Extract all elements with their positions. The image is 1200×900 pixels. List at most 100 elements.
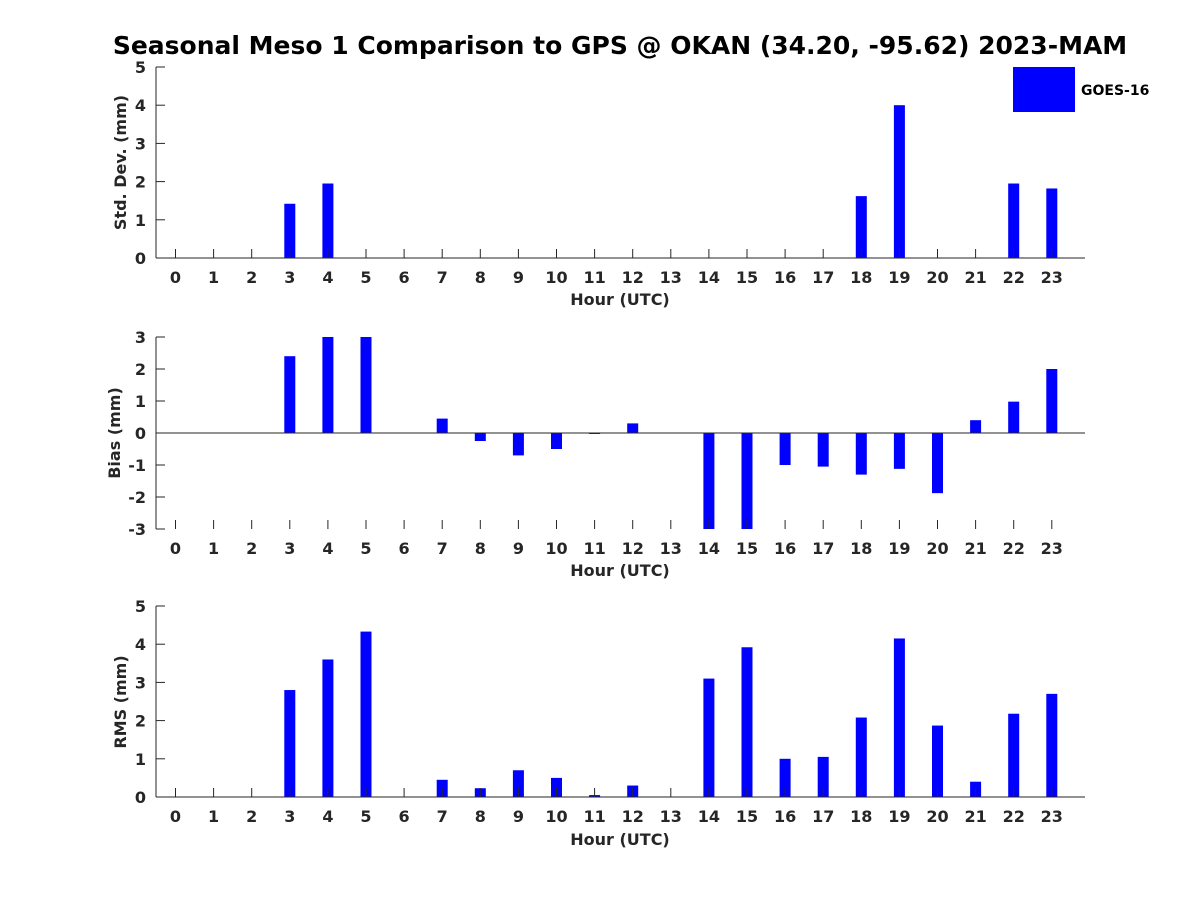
bias-x-ticks: 0 1 2 3 4 5 6 7 8 9 10 11 12 13 14 15 16 17 18 19 20 21 22 23 [170,520,1063,558]
std-dev-x-tick-label: 14 [698,268,720,287]
rms-y-tick-label: 4 [135,635,146,654]
bias-x-tick-label: 15 [736,539,758,558]
std-dev-x-tick-label: 4 [322,268,333,287]
rms-y-tick-label: 3 [135,673,146,692]
bias-bar-12 [627,423,639,433]
bias-bar-20 [932,433,943,494]
std-dev-x-tick-label: 20 [926,268,948,287]
bias-y-label: Bias (mm) [105,387,124,479]
rms-x-tick-label: 17 [812,807,834,826]
rms-bar-5 [360,631,372,797]
rms-x-ticks: 0 1 2 3 4 5 6 7 8 9 10 11 12 13 14 15 16 17 18 19 20 21 22 23 [170,788,1063,826]
rms-bar-17 [817,756,829,797]
bias-bar-9 [512,433,524,456]
bias-bar-22 [1008,401,1020,433]
std-dev-x-tick-label: 19 [888,268,910,287]
rms-x-label: Hour (UTC) [570,830,670,849]
rms-bar-4 [322,659,334,797]
std-dev-y-tick-label: 4 [135,96,146,115]
rms-y-tick-label: 1 [135,750,146,769]
std-dev-x-tick-label: 0 [170,268,181,287]
rms-bar-9 [512,770,524,797]
std-dev-x-label: Hour (UTC) [570,290,670,309]
std-dev-x-tick-label: 5 [360,268,371,287]
std-dev-y-tick-label: 0 [135,249,146,268]
bias-x-tick-label: 21 [964,539,986,558]
legend-swatch-goes-16 [1013,67,1075,112]
std-dev-panel: Std. Dev. (mm) Hour (UTC) 0 1 2 3 4 5 6 7 8 9 10 11… [111,58,1085,309]
std-dev-y-tick-label: 1 [135,211,146,230]
bias-x-label: Hour (UTC) [570,561,670,580]
rms-bar-16 [779,758,791,797]
rms-bar-22 [1008,713,1020,797]
rms-y-tick-label: 2 [135,712,146,731]
bias-y-tick-label: -2 [128,488,146,507]
bias-bar-16 [779,433,791,465]
bias-bar-23 [1046,369,1058,433]
std-dev-x-tick-label: 15 [736,268,758,287]
std-dev-x-tick-label: 22 [1003,268,1025,287]
bias-y-tick-label: 3 [135,328,146,347]
bias-bar-3 [284,356,296,433]
rms-x-tick-label: 4 [322,807,333,826]
bias-y-tick-label: -1 [128,456,146,475]
bias-x-tick-label: 17 [812,539,834,558]
std-dev-x-tick-label: 11 [583,268,605,287]
rms-x-tick-label: 23 [1041,807,1063,826]
legend-label-goes-16: GOES-16 [1081,83,1149,99]
rms-bar-20 [932,725,943,797]
rms-x-tick-label: 18 [850,807,872,826]
rms-x-tick-label: 13 [660,807,682,826]
rms-bar-3 [284,690,296,797]
rms-y-tick-label: 0 [135,788,146,807]
std-dev-bar-4 [322,183,334,258]
bias-bars [284,337,1058,529]
bias-x-tick-label: 18 [850,539,872,558]
rms-y-tick-label: 5 [135,597,146,616]
rms-x-tick-label: 5 [360,807,371,826]
rms-x-tick-label: 7 [437,807,448,826]
rms-x-tick-label: 1 [208,807,219,826]
rms-x-tick-label: 19 [888,807,910,826]
rms-x-tick-label: 6 [399,807,410,826]
rms-x-tick-label: 3 [284,807,295,826]
rms-x-tick-label: 15 [736,807,758,826]
std-dev-y-label: Std. Dev. (mm) [111,95,130,230]
legend: GOES-16 [1013,67,1149,112]
bias-bar-21 [970,420,982,433]
std-dev-bars [284,105,1058,258]
bias-panel: Bias (mm) Hour (UTC) 0 1 2 3 4 5 6 7 8 9 10 11 12 13 1… [105,328,1085,580]
std-dev-bar-3 [284,203,296,258]
rms-x-tick-label: 0 [170,807,181,826]
rms-bar-19 [893,638,905,797]
rms-x-tick-label: 14 [698,807,720,826]
bias-x-tick-label: 19 [888,539,910,558]
rms-y-label: RMS (mm) [111,655,130,748]
bias-x-tick-label: 11 [583,539,605,558]
rms-x-tick-label: 12 [622,807,644,826]
bias-x-tick-label: 20 [926,539,948,558]
std-dev-axes [155,67,1085,259]
bias-bar-19 [893,433,905,469]
rms-x-tick-label: 8 [475,807,486,826]
bias-x-tick-label: 1 [208,539,219,558]
bias-y-tick-label: -3 [128,520,146,539]
rms-x-tick-label: 16 [774,807,796,826]
bias-bar-15 [741,433,753,529]
std-dev-bar-19 [893,105,905,258]
bias-bar-4 [322,337,334,433]
bias-x-tick-label: 13 [660,539,682,558]
std-dev-x-tick-label: 8 [475,268,486,287]
std-dev-x-tick-label: 13 [660,268,682,287]
std-dev-x-tick-label: 2 [246,268,257,287]
std-dev-x-tick-label: 9 [513,268,524,287]
bias-x-tick-label: 16 [774,539,796,558]
std-dev-x-tick-label: 1 [208,268,219,287]
std-dev-bar-23 [1046,188,1058,258]
bias-y-ticks: -3 -2 -1 0 1 2 3 [128,328,165,539]
bias-y-tick-label: 0 [135,424,146,443]
rms-bar-10 [551,777,562,797]
bias-x-tick-label: 8 [475,539,486,558]
rms-x-tick-label: 20 [926,807,948,826]
